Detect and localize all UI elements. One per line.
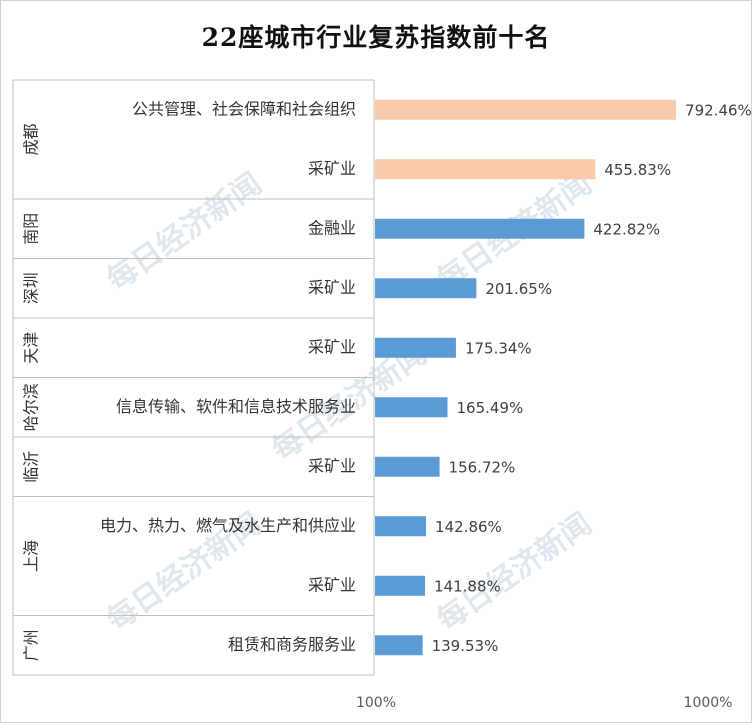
- industry-label: 金融业: [308, 218, 356, 237]
- data-label: 422.82%: [593, 220, 660, 238]
- bar: [375, 99, 677, 120]
- bar: [375, 575, 426, 596]
- data-label: 792.46%: [685, 101, 752, 119]
- x-tick-label: 100%: [356, 695, 396, 711]
- industry-label: 电力、热力、燃气及水生产和供应业: [100, 516, 356, 535]
- industry-label: 采矿业: [308, 337, 356, 356]
- data-label: 142.86%: [435, 518, 502, 536]
- city-label: 天津: [22, 332, 41, 364]
- city-label: 上海: [22, 540, 41, 572]
- industry-label: 信息传输、软件和信息技术服务业: [116, 397, 356, 416]
- city-label: 深圳: [22, 272, 41, 304]
- city-label: 南阳: [22, 213, 41, 245]
- bar: [375, 397, 448, 418]
- watermark-0: 每日经济新闻: [101, 166, 269, 298]
- chart-title: 22座城市行业复苏指数前十名: [201, 23, 551, 52]
- industry-label: 采矿业: [308, 159, 356, 178]
- industry-label: 采矿业: [308, 278, 356, 297]
- data-label: 141.88%: [434, 577, 501, 595]
- bar: [375, 218, 585, 239]
- bar: [375, 635, 423, 656]
- bar: [375, 456, 440, 477]
- industry-label: 租赁和商务服务业: [228, 635, 356, 654]
- city-label: 临沂: [22, 451, 41, 483]
- industry-label: 公共管理、社会保障和社会组织: [132, 99, 356, 118]
- city-label: 广州: [22, 629, 41, 661]
- bar: [375, 337, 456, 358]
- data-label: 175.34%: [465, 339, 532, 357]
- bar: [375, 516, 427, 537]
- industry-label: 采矿业: [308, 575, 356, 594]
- bar: [375, 159, 596, 180]
- data-label: 139.53%: [432, 637, 499, 655]
- city-label: 哈尔滨: [22, 383, 41, 431]
- industry-label: 采矿业: [308, 456, 356, 475]
- data-label: 201.65%: [485, 280, 552, 298]
- bar: [375, 278, 477, 299]
- data-label: 156.72%: [449, 458, 516, 476]
- x-tick-label: 1000%: [684, 695, 733, 711]
- data-label: 455.83%: [604, 161, 671, 179]
- city-label: 成都: [22, 123, 41, 155]
- data-label: 165.49%: [457, 399, 524, 417]
